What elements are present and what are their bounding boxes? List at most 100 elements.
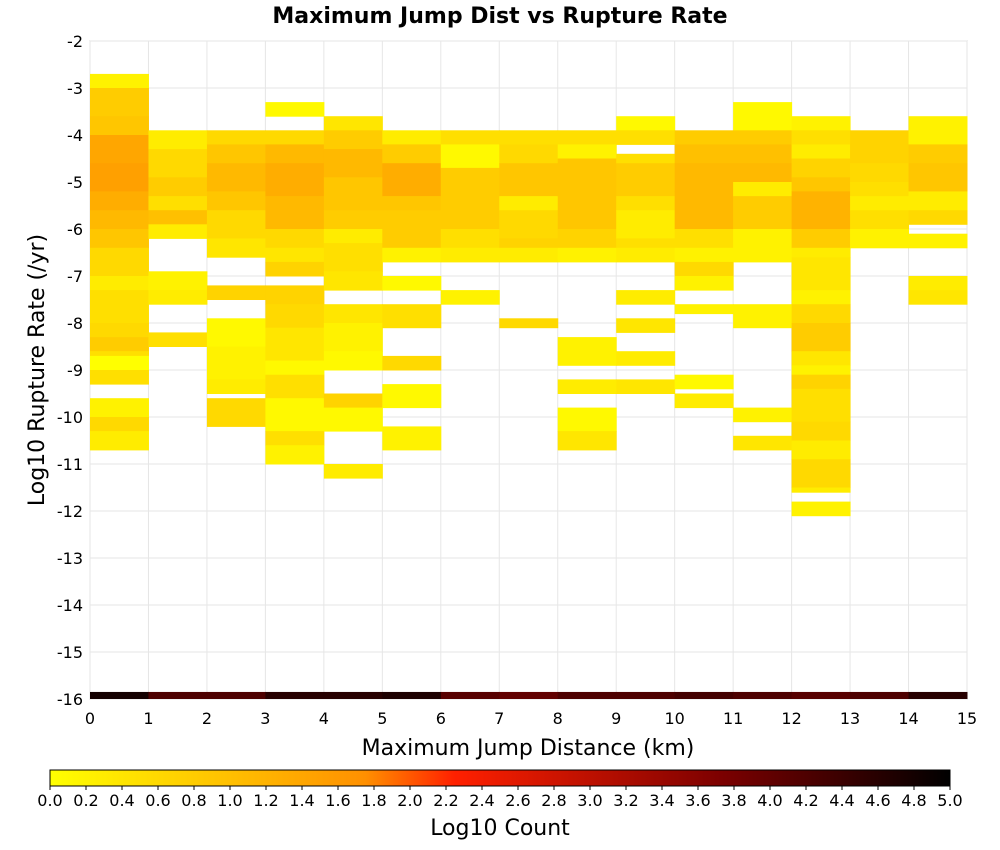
heatmap-cell [908, 276, 968, 291]
heatmap-cell-bottom [440, 691, 500, 699]
heatmap-cell [265, 304, 325, 329]
heatmap-cell [148, 332, 208, 347]
heatmap-cell [90, 431, 149, 451]
heatmap-cell [382, 163, 442, 197]
heatmap-cells [90, 73, 968, 699]
heatmap-cell [148, 224, 208, 239]
heatmap-cell [382, 196, 442, 211]
heatmap-cell [616, 116, 676, 131]
heatmap-cell [499, 238, 559, 249]
colorbar-tick-label: 3.8 [721, 791, 746, 810]
colorbar-tick-label: 2.4 [469, 791, 494, 810]
heatmap-cell [265, 144, 325, 164]
heatmap-cell [90, 276, 149, 291]
heatmap-cell [674, 130, 734, 145]
heatmap-cell [265, 360, 325, 376]
heatmap-cell [382, 144, 442, 164]
colorbar-tick-label: 0.8 [181, 791, 206, 810]
heatmap-cell-bottom [499, 691, 559, 699]
heatmap-cell [908, 116, 968, 145]
heatmap-cell [616, 153, 676, 164]
heatmap-cell [616, 351, 676, 366]
heatmap-cell [265, 247, 325, 263]
heatmap-cell [616, 379, 676, 394]
heatmap-cell [323, 210, 383, 230]
x-tick-label: 1 [143, 709, 153, 728]
heatmap-cell-bottom [908, 691, 968, 699]
colorbar-tick-label: 4.2 [793, 791, 818, 810]
heatmap-cell-bottom [90, 691, 149, 699]
heatmap-cell [265, 102, 325, 117]
y-tick-label: -9 [67, 361, 83, 380]
y-tick-label: -16 [57, 690, 83, 709]
colorbar-tick-label: 0.4 [109, 791, 134, 810]
heatmap-cell-bottom [265, 691, 325, 699]
heatmap-cell [616, 130, 676, 145]
colorbar-tick-label: 3.2 [613, 791, 638, 810]
colorbar-tick-label: 0.0 [37, 791, 62, 810]
heatmap-cell [850, 182, 910, 197]
heatmap-cell-bottom [382, 691, 442, 699]
y-tick-label: -7 [67, 267, 83, 286]
heatmap-cell [557, 337, 617, 366]
heatmap-cell [90, 370, 149, 385]
colorbar-tick-label: 2.6 [505, 791, 530, 810]
heatmap-cell [90, 417, 149, 432]
heatmap-cell [499, 210, 559, 239]
heatmap-cell [791, 421, 851, 441]
heatmap-cell [323, 130, 383, 150]
heatmap-cell [733, 435, 793, 451]
heatmap-cell [733, 130, 793, 145]
colorbar-tick-label: 2.0 [397, 791, 422, 810]
heatmap-cell [323, 407, 383, 432]
chart-title: Maximum Jump Dist vs Rupture Rate [272, 4, 727, 29]
heatmap-cell [265, 431, 325, 446]
heatmap-cell [440, 247, 500, 263]
heatmap-cell [265, 163, 325, 197]
heatmap-cell [148, 210, 208, 225]
heatmap-cell [850, 229, 910, 249]
y-tick-label: -8 [67, 314, 83, 333]
heatmap-cell [616, 238, 676, 249]
heatmap-cell [674, 163, 734, 192]
heatmap-cell [382, 247, 442, 263]
heatmap-cell [265, 398, 325, 432]
heatmap-cell [499, 144, 559, 164]
heatmap-cell [148, 271, 208, 291]
y-tick-label: -13 [57, 549, 83, 568]
heatmap-cell [850, 130, 910, 164]
heatmap-cell [206, 144, 266, 164]
y-tick-label: -6 [67, 220, 83, 239]
x-tick-label: 3 [260, 709, 270, 728]
heatmap-cell [323, 304, 383, 324]
heatmap-cell [908, 191, 968, 211]
y-tick-labels: -2 -3 -4 -5 -6 -7 -8 -9 -10 -11 -12 -13 -14 -15 -16 [57, 32, 83, 709]
heatmap-cell-bottom [206, 691, 266, 699]
heatmap-cell [440, 130, 500, 145]
heatmap-cell [148, 130, 208, 150]
y-tick-label: -15 [57, 643, 83, 662]
colorbar-tick-label: 2.2 [433, 791, 458, 810]
heatmap-cell [674, 393, 734, 409]
heatmap-cell [850, 210, 910, 230]
colorbar-tick-label: 1.6 [325, 791, 350, 810]
heatmap-cell [791, 177, 851, 192]
heatmap-cell [440, 144, 500, 169]
heatmap-cell [557, 407, 617, 432]
heatmap-cell [616, 196, 676, 211]
heatmap-cell [616, 290, 676, 305]
heatmap-cell [791, 130, 851, 145]
heatmap-cell [206, 379, 266, 394]
heatmap-cell-bottom [850, 691, 910, 699]
heatmap-cell [791, 459, 851, 488]
heatmap-cell [382, 130, 442, 145]
colorbar-tick-label: 1.2 [253, 791, 278, 810]
heatmap-cell [791, 351, 851, 366]
heatmap-cell [674, 191, 734, 230]
x-tick-labels: 0 1 2 3 4 5 6 7 8 9 10 11 12 13 14 15 [85, 709, 977, 728]
heatmap-cell [382, 304, 442, 329]
heatmap-cell-bottom [323, 691, 383, 699]
heatmap-cell [90, 247, 149, 277]
heatmap-cell [791, 158, 851, 178]
heatmap-cell [674, 304, 734, 315]
